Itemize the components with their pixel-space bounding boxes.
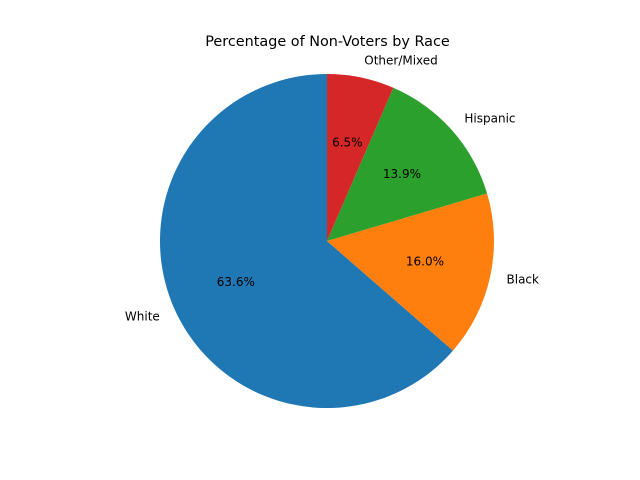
pie-slices	[160, 74, 494, 408]
pie-slice-white	[160, 74, 453, 408]
slice-label-white: White	[125, 310, 160, 324]
slice-value-label-other-mixed: 6.5%	[332, 135, 363, 149]
slice-label-other-mixed: Other/Mixed	[364, 54, 438, 68]
pie-slice-black	[327, 193, 494, 351]
slice-value-label-hispanic: 13.9%	[383, 167, 421, 181]
slice-value-label-white: 63.6%	[217, 275, 255, 289]
slice-value-label-black: 16.0%	[406, 255, 444, 269]
pie-slice-other-mixed	[327, 74, 394, 241]
pie-slice-hispanic	[327, 87, 488, 241]
pie-labels: White 63.6% Black 16.0% Hispanic 13.9% Other/M…	[125, 54, 539, 324]
slice-label-hispanic: Hispanic	[464, 112, 515, 126]
chart-title: Percentage of Non-Voters by Race	[205, 34, 450, 50]
slice-label-black: Black	[507, 272, 540, 286]
